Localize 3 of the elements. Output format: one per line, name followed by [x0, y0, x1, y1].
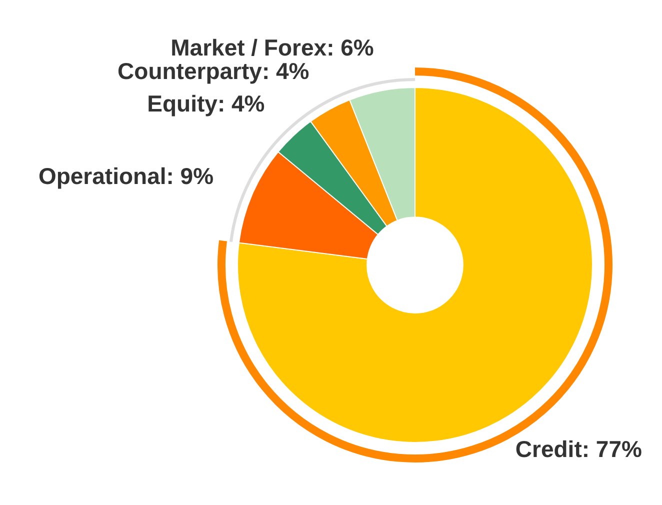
slice-label: Operational: 9%: [38, 163, 214, 190]
slice-label: Credit: 77%: [515, 436, 642, 462]
slice-label: Equity: 4%: [147, 90, 265, 116]
